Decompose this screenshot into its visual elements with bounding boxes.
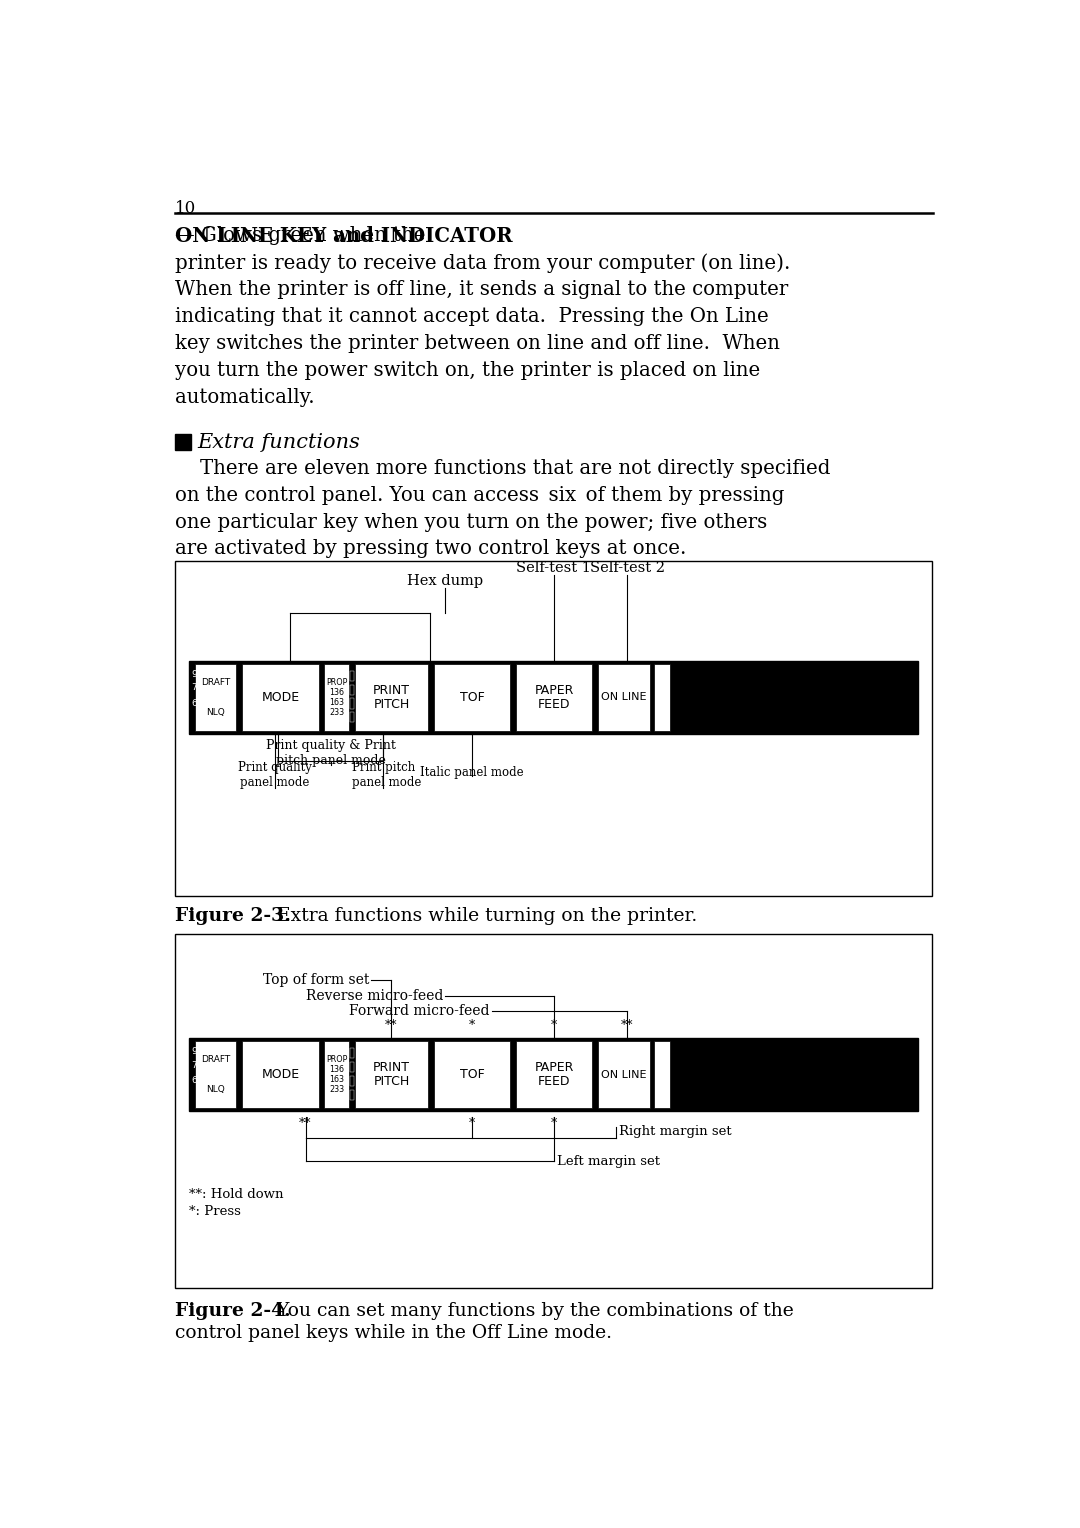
Text: Forward micro-feed: Forward micro-feed <box>350 1004 490 1018</box>
Text: DRAFT


NLQ: DRAFT NLQ <box>201 678 230 717</box>
Bar <box>516 663 592 730</box>
Text: There are eleven more functions that are not directly specified
on the control p: There are eleven more functions that are… <box>175 458 831 558</box>
Text: Figure 2-3.: Figure 2-3. <box>175 908 291 924</box>
Text: 9: 9 <box>191 671 197 678</box>
Bar <box>597 663 649 730</box>
Text: *: Press: *: Press <box>189 1206 241 1218</box>
Bar <box>175 434 191 449</box>
Text: You can set many functions by the combinations of the: You can set many functions by the combin… <box>266 1302 794 1320</box>
Text: Print quality
panel mode: Print quality panel mode <box>238 761 311 790</box>
Text: — Glows green when the
printer is ready to receive data from your computer (on l: — Glows green when the printer is ready … <box>175 226 791 406</box>
Text: Left margin set: Left margin set <box>557 1155 660 1167</box>
Bar <box>350 1089 354 1100</box>
Text: 9: 9 <box>191 1047 197 1056</box>
Text: ON LINE: ON LINE <box>600 1070 647 1080</box>
Bar <box>189 660 918 733</box>
Text: PROP
136
163
233: PROP 136 163 233 <box>326 1054 347 1094</box>
Bar <box>195 1041 235 1108</box>
Text: *: * <box>551 1019 556 1031</box>
Text: Figure 2-4.: Figure 2-4. <box>175 1302 291 1320</box>
Bar <box>324 1041 349 1108</box>
Bar <box>350 685 354 695</box>
Text: *: * <box>551 1117 556 1131</box>
Bar <box>350 712 354 723</box>
Bar <box>350 1062 354 1073</box>
Text: **: ** <box>299 1117 312 1131</box>
Bar <box>516 1041 592 1108</box>
Text: Print quality & Print
pitch panel mode: Print quality & Print pitch panel mode <box>266 740 395 767</box>
Text: 7: 7 <box>191 683 197 692</box>
Text: Reverse micro-feed: Reverse micro-feed <box>306 989 444 1002</box>
Bar <box>355 1041 428 1108</box>
Text: MODE: MODE <box>261 1068 300 1082</box>
Bar <box>324 663 349 730</box>
Bar <box>350 1076 354 1086</box>
Text: Top of form set: Top of form set <box>264 973 369 987</box>
Text: TOF: TOF <box>460 691 485 704</box>
Bar <box>242 663 320 730</box>
Text: control panel keys while in the Off Line mode.: control panel keys while in the Off Line… <box>175 1323 612 1342</box>
Bar <box>434 1041 510 1108</box>
Text: *: * <box>469 1019 475 1031</box>
Bar <box>355 663 428 730</box>
Bar <box>242 1041 320 1108</box>
Text: Self-test 2: Self-test 2 <box>590 561 664 575</box>
Text: Hex dump: Hex dump <box>407 573 483 588</box>
Bar <box>654 663 670 730</box>
Text: Self-test 1: Self-test 1 <box>516 561 591 575</box>
Bar <box>175 934 932 1288</box>
Text: Italic panel mode: Italic panel mode <box>420 766 524 779</box>
Bar <box>350 671 354 681</box>
Bar <box>189 1038 918 1111</box>
Text: PRINT
PITCH: PRINT PITCH <box>373 1060 410 1088</box>
Text: PAPER
FEED: PAPER FEED <box>535 1060 573 1088</box>
Text: 6: 6 <box>191 1076 197 1085</box>
Text: 10: 10 <box>175 200 197 217</box>
Text: **: Hold down: **: Hold down <box>189 1189 284 1201</box>
Text: PAPER
FEED: PAPER FEED <box>535 683 573 711</box>
Text: 6: 6 <box>191 698 197 707</box>
Text: Right margin set: Right margin set <box>619 1126 732 1138</box>
Text: *: * <box>469 1117 475 1131</box>
Text: DRAFT


NLQ: DRAFT NLQ <box>201 1054 230 1094</box>
Bar <box>195 663 235 730</box>
Text: **: ** <box>621 1019 633 1031</box>
Text: Extra functions while turning on the printer.: Extra functions while turning on the pri… <box>266 908 698 924</box>
Bar <box>654 1041 670 1108</box>
Text: **: ** <box>384 1019 397 1031</box>
Text: 7: 7 <box>191 1060 197 1070</box>
Text: PROP
136
163
233: PROP 136 163 233 <box>326 678 347 717</box>
Bar <box>597 1041 649 1108</box>
Text: ON LINE KEY and INDICATOR: ON LINE KEY and INDICATOR <box>175 226 513 246</box>
Text: PRINT
PITCH: PRINT PITCH <box>373 683 410 711</box>
Text: Extra functions: Extra functions <box>197 432 360 452</box>
Text: Print pitch
panel mode: Print pitch panel mode <box>352 761 421 790</box>
Bar <box>350 1048 354 1057</box>
Text: TOF: TOF <box>460 1068 485 1082</box>
Text: MODE: MODE <box>261 691 300 704</box>
Bar <box>434 663 510 730</box>
Text: ON LINE: ON LINE <box>600 692 647 703</box>
Bar <box>175 561 932 895</box>
Bar <box>350 698 354 709</box>
